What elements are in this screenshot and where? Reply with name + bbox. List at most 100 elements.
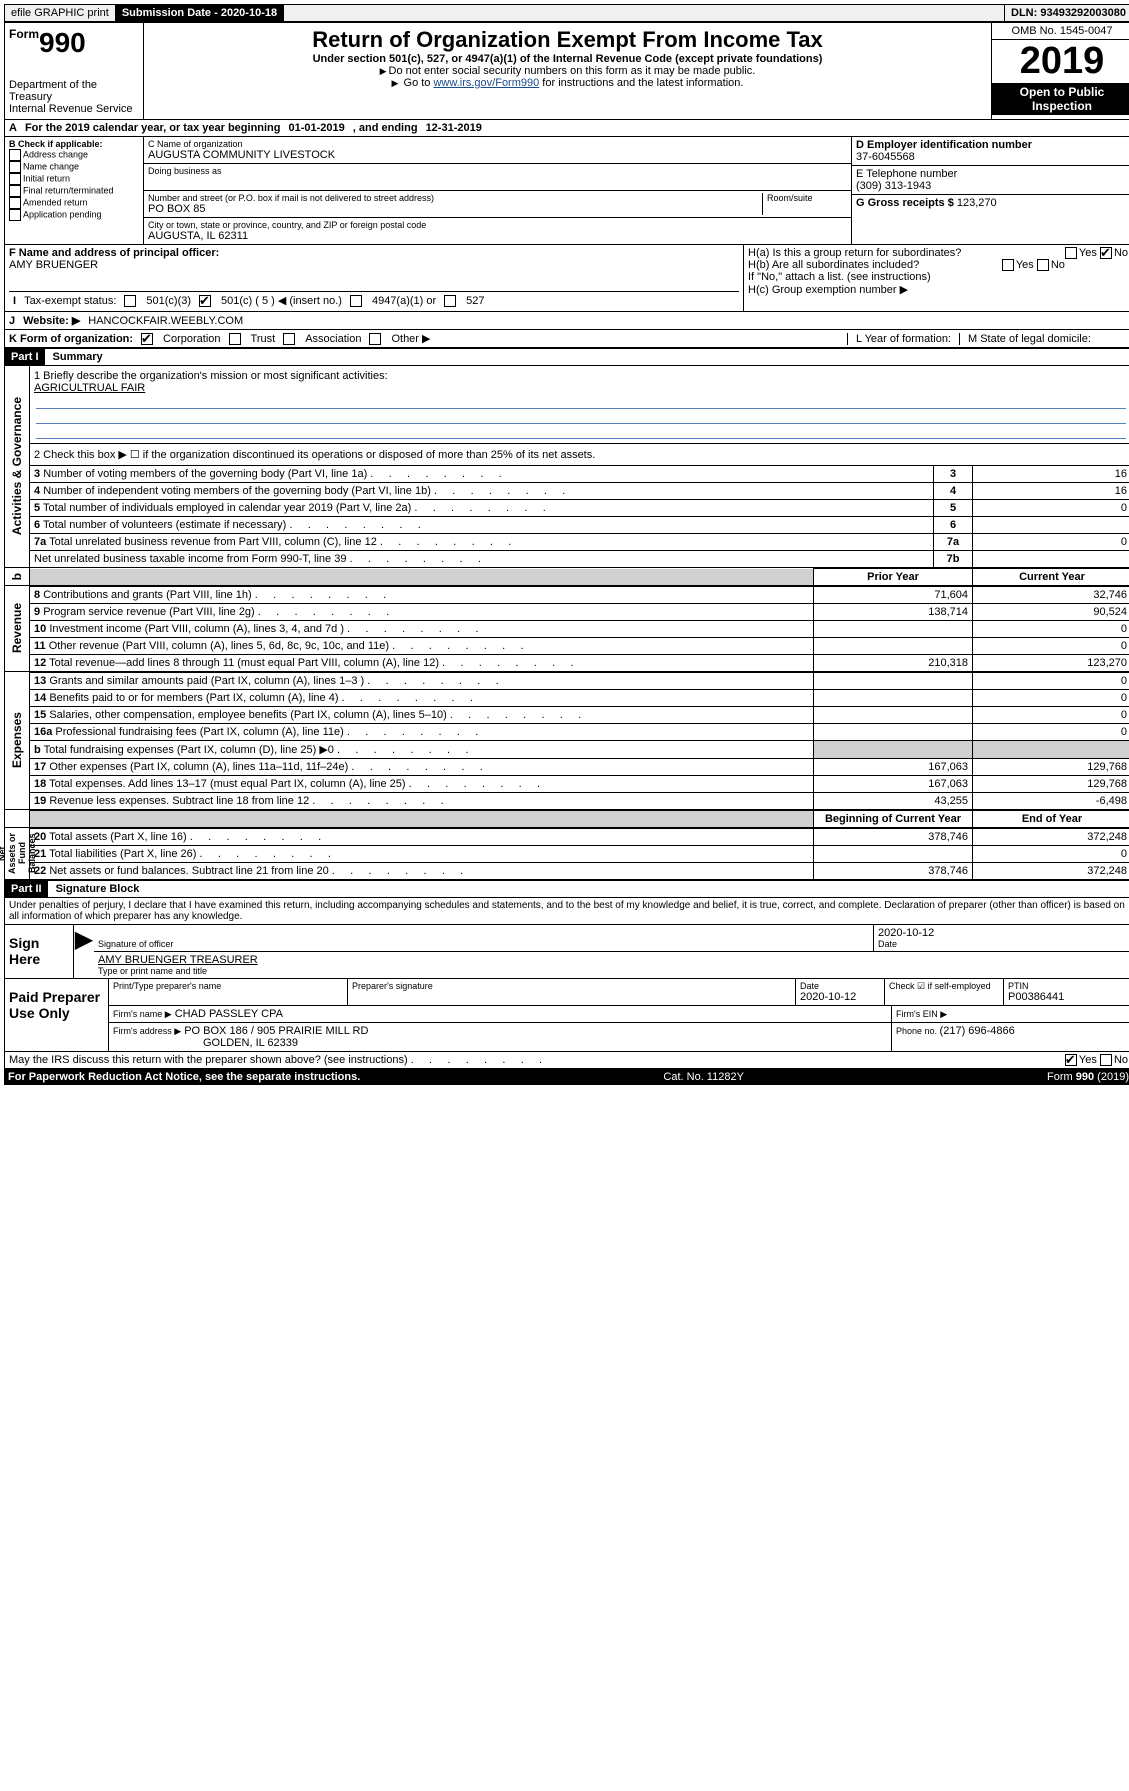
ha-yes[interactable] [1065,247,1077,259]
prep-date-label: Date [800,981,880,991]
paid-label: Paid Preparer Use Only [5,979,109,1051]
chk-4947[interactable] [350,295,362,307]
chk-trust[interactable] [229,333,241,345]
table-row: 21 Total liabilities (Part X, line 26) 0 [30,846,1129,863]
open-to-public: Open to Public Inspection [992,83,1129,115]
footer-mid: Cat. No. 11282Y [663,1071,744,1083]
chk-final[interactable] [9,185,21,197]
sign-here-label: Sign Here [5,925,74,978]
chk-501c[interactable] [199,295,211,307]
note2-pre: Go to [404,77,434,89]
table-row: 17 Other expenses (Part IX, column (A), … [30,759,1129,776]
table-row: 3 Number of voting members of the govern… [30,466,1129,483]
ha-label: H(a) Is this a group return for subordin… [748,247,961,259]
info-block: B Check if applicable: Address change Na… [5,137,1129,245]
form-title: Return of Organization Exempt From Incom… [148,27,987,53]
opt-527: 527 [466,295,484,307]
firm-ein-label: Firm's EIN ▶ [896,1009,947,1019]
note-ssn: Do not enter social security numbers on … [148,65,987,77]
sign-arrow: ▶ [74,925,94,978]
side-revenue: Revenue [5,586,30,672]
sig-officer-label: Signature of officer [98,939,869,949]
table-row: 11 Other revenue (Part VIII, column (A),… [30,638,1129,655]
opt-other: Other ▶ [391,332,430,345]
firm-name-label: Firm's name ▶ [113,1009,172,1019]
yearcol-header: Prior Year Current Year [30,568,1129,586]
form-org-label: K Form of organization: [9,333,133,345]
chk-initial[interactable] [9,173,21,185]
side-spacer2 [5,810,30,828]
lbl-name: Name change [23,161,79,171]
hb-yes-lbl: Yes [1016,259,1034,271]
discuss-yes[interactable] [1065,1054,1077,1066]
ha-no[interactable] [1100,247,1112,259]
table-row: 20 Total assets (Part X, line 16) 378,74… [30,829,1129,846]
hb-note: If "No," attach a list. (see instruction… [748,271,1128,283]
col-end: End of Year [973,811,1129,828]
top-toolbar: efile GRAPHIC print Submission Date - 20… [4,4,1129,22]
side-netassets: Net Assets or Fund Balances [5,828,30,880]
gross-value: 123,270 [957,197,997,209]
side-rev-text: Revenue [8,599,26,657]
form990-link[interactable]: www.irs.gov/Form990 [433,77,539,89]
website-value: HANCOCKFAIR.WEEBLY.COM [88,315,243,327]
table-row: 4 Number of independent voting members o… [30,483,1129,500]
sig-date-value: 2020-10-12 [878,927,1128,939]
table-row: b Total fundraising expenses (Part IX, c… [30,741,1129,759]
discuss-yes-lbl: Yes [1079,1054,1097,1066]
fh-row: F Name and address of principal officer:… [5,245,1129,312]
table-row: 18 Total expenses. Add lines 13–17 (must… [30,776,1129,793]
discuss-row: May the IRS discuss this return with the… [5,1052,1129,1068]
officer-name-title: AMY BRUENGER TREASURER [98,954,1128,966]
box-b-label: B Check if applicable: [9,139,103,149]
firm-city: GOLDEN, IL 62339 [113,1037,887,1049]
side-spacer: b [5,568,30,586]
mission-value: AGRICULTRUAL FAIR [34,382,1128,394]
dba-label: Doing business as [148,166,847,176]
period-mid: , and ending [353,122,418,134]
chk-501c3[interactable] [124,295,136,307]
discuss-label: May the IRS discuss this return with the… [9,1054,542,1066]
street-label: Number and street (or P.O. box if mail i… [148,193,762,203]
chk-assoc[interactable] [283,333,295,345]
hb-no-lbl: No [1051,259,1065,271]
table-row: 6 Total number of volunteers (estimate i… [30,517,1129,534]
chk-name[interactable] [9,161,21,173]
footer-right: Form 990 (2019) [1047,1071,1129,1083]
website-row: JWebsite: ▶ HANCOCKFAIR.WEEBLY.COM [5,312,1129,330]
opt-501c3: 501(c)(3) [146,295,191,307]
table-row: 13 Grants and similar amounts paid (Part… [30,673,1129,690]
hb-no[interactable] [1037,259,1049,271]
period-end: 12-31-2019 [426,122,482,134]
hc-label: H(c) Group exemption number ▶ [748,283,1128,296]
firm-addr-value: PO BOX 186 / 905 PRAIRIE MILL RD [184,1025,368,1037]
table-row: 12 Total revenue—add lines 8 through 11 … [30,655,1129,672]
sign-here-block: Sign Here ▶ Signature of officer 2020-10… [5,924,1129,978]
officer-label: F Name and address of principal officer: [9,247,219,259]
chk-527[interactable] [444,295,456,307]
form-prefix: Form [9,27,39,41]
chk-other[interactable] [369,333,381,345]
table-row: 10 Investment income (Part VIII, column … [30,621,1129,638]
klm-row: K Form of organization: Corporation Trus… [5,330,1129,348]
chk-corp[interactable] [141,333,153,345]
col-begin: Beginning of Current Year [814,811,973,828]
table-row: 7a Total unrelated business revenue from… [30,534,1129,551]
chk-amended[interactable] [9,197,21,209]
chk-address[interactable] [9,149,21,161]
opt-corp: Corporation [163,333,220,345]
ptin-label: PTIN [1008,981,1128,991]
line2: 2 Check this box ▶ ☐ if the organization… [30,444,1129,465]
submission-date[interactable]: Submission Date - 2020-10-18 [116,5,284,21]
hb-yes[interactable] [1002,259,1014,271]
table-row: 22 Net assets or fund balances. Subtract… [30,863,1129,880]
ha-no-lbl: No [1114,247,1128,259]
opt-501c: 501(c) ( 5 ) ◀ (insert no.) [221,294,342,307]
prep-date-value: 2020-10-12 [800,991,880,1003]
efile-label[interactable]: efile GRAPHIC print [5,5,116,21]
prep-name-label: Print/Type preparer's name [113,981,343,991]
footer: For Paperwork Reduction Act Notice, see … [4,1069,1129,1085]
chk-pending[interactable] [9,209,21,221]
discuss-no[interactable] [1100,1054,1112,1066]
gov-table: 3 Number of voting members of the govern… [30,465,1129,568]
